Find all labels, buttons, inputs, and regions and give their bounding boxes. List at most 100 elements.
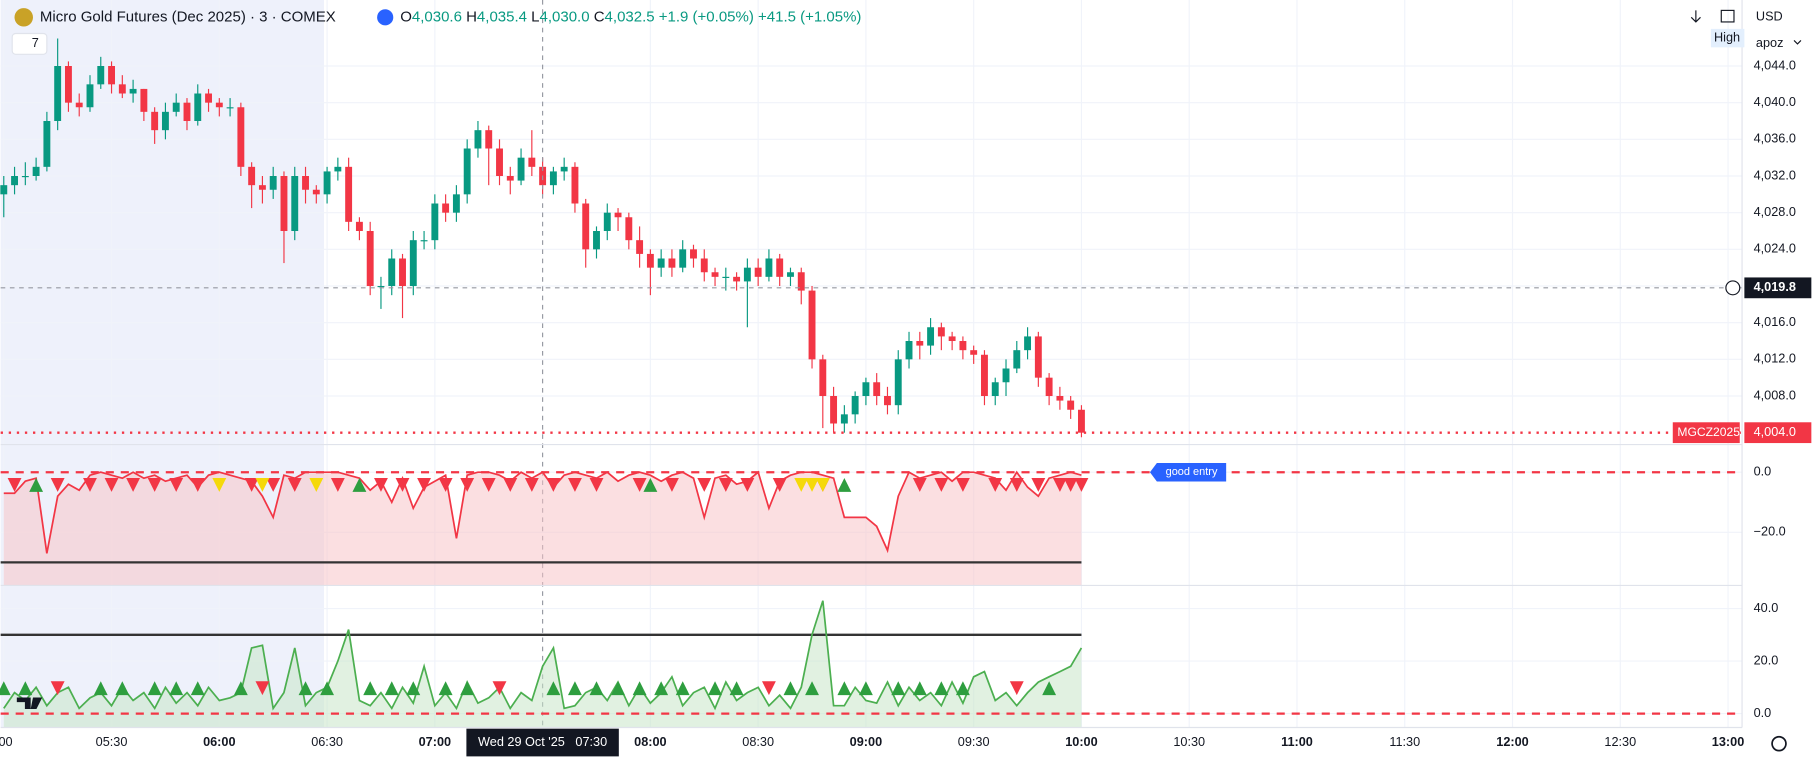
y-tick-label: 0.0 — [1754, 706, 1772, 720]
signal-marker — [147, 478, 162, 492]
signal-marker — [568, 681, 582, 696]
signal-marker — [837, 681, 852, 696]
crosshair-time-box — [466, 728, 619, 757]
indicator-line — [3, 600, 1083, 711]
candle-body — [474, 130, 482, 149]
candle-body — [237, 107, 245, 167]
signal-marker — [406, 681, 421, 696]
y-tick-label: 40.0 — [1754, 601, 1779, 615]
signal-marker — [492, 681, 507, 696]
candle-body — [323, 171, 331, 195]
signal-marker — [611, 681, 625, 696]
candle-body — [937, 327, 945, 337]
user[interactable]: apoz — [1756, 36, 1784, 50]
signal-marker — [330, 478, 345, 492]
candle-body — [32, 166, 40, 177]
signal-marker — [934, 681, 949, 696]
x-tick-label: 07:00 — [419, 735, 451, 749]
download-icon[interactable] — [1690, 10, 1701, 23]
session-shade — [0, 0, 324, 728]
y-tick-label: 0.0 — [1754, 465, 1772, 479]
candle-body — [1067, 400, 1075, 410]
y-tick-label: −20.0 — [1754, 525, 1786, 539]
candle-body — [399, 258, 406, 287]
x-tick-label: 10:30 — [1173, 735, 1205, 749]
signal-marker — [589, 681, 604, 696]
signal-marker — [912, 478, 927, 492]
signal-marker — [460, 681, 475, 696]
signal-marker — [93, 681, 108, 696]
signal-marker — [794, 478, 809, 492]
signal-marker — [309, 478, 324, 492]
fullscreen-icon[interactable] — [1720, 9, 1735, 23]
candle-body — [312, 189, 320, 195]
candle-body — [129, 88, 137, 94]
time-axis-bg — [0, 727, 1812, 761]
signal-marker — [524, 478, 539, 492]
candle-body — [118, 84, 126, 94]
x-tick-label: :00 — [0, 735, 13, 749]
candle-body — [1078, 409, 1085, 433]
candle-body — [1034, 336, 1042, 378]
signal-marker — [0, 681, 11, 696]
ohlc-key: C — [594, 8, 605, 25]
candle-body — [388, 258, 396, 287]
candle-body — [183, 102, 191, 122]
candle-body — [0, 185, 8, 195]
dropdown-icon[interactable] — [1793, 40, 1802, 45]
settings-icon[interactable] — [1771, 735, 1787, 752]
collapse-button[interactable] — [377, 9, 394, 26]
candle-body — [603, 212, 611, 232]
candle-body — [797, 272, 805, 291]
x-tick-label: 10:00 — [1065, 735, 1097, 749]
signal-marker — [384, 681, 399, 696]
signal-marker — [697, 478, 712, 492]
signal-marker — [1031, 478, 1046, 492]
candle-body — [64, 66, 72, 103]
candle-body — [614, 212, 622, 218]
candle-body — [226, 107, 234, 109]
signal-marker — [1042, 681, 1057, 696]
indicator-toggle[interactable] — [11, 32, 48, 55]
signal-marker — [665, 478, 679, 492]
signal-marker — [266, 478, 281, 492]
candle-body — [366, 231, 374, 287]
currency[interactable]: USD — [1756, 10, 1783, 24]
candle-body — [215, 102, 223, 108]
candle-body — [743, 267, 751, 282]
candle-body — [959, 341, 967, 351]
signal-marker — [1063, 478, 1078, 492]
candle-body — [485, 130, 493, 149]
signal-marker — [438, 478, 453, 492]
candle-body — [851, 396, 859, 415]
signal-marker — [740, 478, 755, 492]
signal-marker — [147, 681, 162, 696]
candle-body — [21, 176, 29, 178]
candle-body — [431, 203, 439, 241]
ohlc-value: 4,030.6 — [412, 8, 462, 25]
signal-marker — [18, 681, 33, 696]
candle-body — [506, 176, 514, 181]
signal-marker — [643, 478, 658, 492]
signal-marker — [1074, 478, 1089, 492]
signal-marker — [233, 681, 248, 696]
candle-body — [733, 276, 741, 282]
signal-marker — [718, 478, 733, 492]
candle-body — [894, 359, 902, 406]
candle-body — [75, 102, 83, 108]
x-tick-label: 05:30 — [96, 735, 128, 749]
x-tick-label: 11:30 — [1389, 735, 1420, 749]
signal-marker — [7, 478, 22, 492]
candle-body — [700, 258, 708, 273]
candle-body — [593, 231, 600, 250]
price-axis-bg — [1742, 0, 1812, 761]
signal-marker — [320, 681, 335, 696]
signal-marker — [83, 478, 97, 492]
candle-body — [302, 176, 309, 190]
y-tick-label: 4,028.0 — [1754, 205, 1796, 219]
candle-body — [776, 258, 784, 277]
signal-marker — [1052, 478, 1067, 492]
y-tick-label: 4,024.0 — [1754, 242, 1796, 256]
x-tick-label: 06:00 — [203, 735, 235, 749]
